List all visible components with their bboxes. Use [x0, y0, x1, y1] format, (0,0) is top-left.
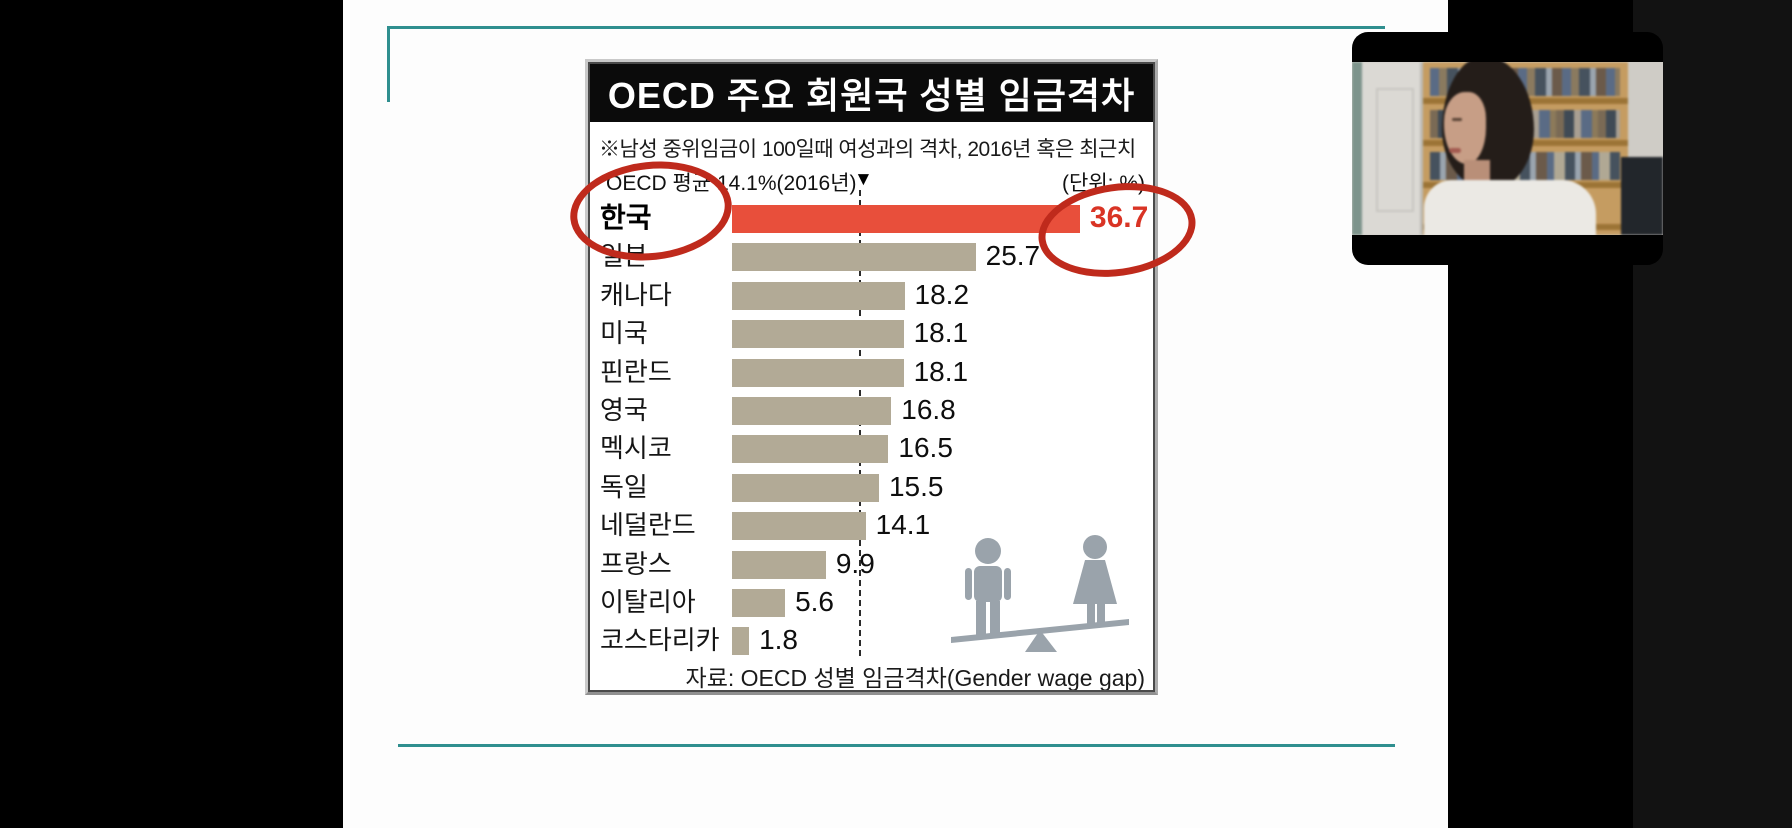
country-label: 영국: [600, 395, 648, 425]
country-label: 네덜란드: [600, 510, 696, 541]
slide-accent-line-top: [387, 26, 1385, 29]
country-label: 이탈리아: [600, 587, 696, 617]
country-label: 핀란드: [600, 356, 672, 387]
bar: [732, 627, 750, 656]
plot-area: 한국 36.7 일본 25.7 캐나다 18.2 미국 18.1 핀란드 18.1 영국 16.8 멕시…: [588, 62, 1155, 692]
value-label: 16.5: [898, 432, 953, 464]
monitor: [1621, 157, 1663, 235]
bar: [732, 473, 879, 502]
country-label: 코스타리카: [600, 625, 720, 656]
average-marker-icon: ▼: [854, 169, 873, 190]
presenter-face: [1444, 92, 1486, 164]
bar: [732, 435, 889, 464]
country-label: 한국: [600, 202, 652, 233]
presenter-eye: [1452, 118, 1462, 121]
value-label: 15.5: [888, 470, 944, 502]
value-label: 5.6: [795, 586, 835, 617]
chart-note: ※남성 중위임금이 100일때 여성과의 격차, 2016년 혹은 최근치: [599, 138, 1136, 161]
country-label: 독일: [600, 471, 648, 502]
value-label: 18.1: [913, 317, 969, 349]
presenter-webcam-video[interactable]: [1352, 32, 1663, 265]
chart-source: 자료: OECD 성별 임금격차(Gender wage gap): [685, 665, 1145, 691]
bar: [732, 397, 892, 425]
value-label: 18.2: [914, 278, 970, 310]
presenter-mouth: [1449, 148, 1461, 153]
bar: [732, 320, 904, 349]
value-label: 18.1: [913, 355, 969, 387]
bar: [732, 589, 786, 617]
door-panel: [1376, 88, 1414, 212]
oecd-average-label: OECD 평균 14.1%(2016년): [606, 172, 857, 195]
value-label: 14.1: [875, 509, 931, 541]
male-icon: [965, 538, 1011, 635]
bar: [732, 205, 1080, 233]
country-label: 멕시코: [600, 433, 672, 464]
country-label: 일본: [600, 241, 648, 272]
country-label: 캐나다: [600, 279, 672, 310]
bar: [732, 358, 904, 387]
wage-gap-chart: OECD 주요 회원국 성별 임금격차 ※남성 중위임금이 100일때 여성과의…: [585, 59, 1158, 695]
gender-balance-icon: [951, 535, 1129, 652]
value-label: 9.9: [835, 547, 875, 579]
value-label: 25.7: [985, 240, 1041, 272]
female-icon: [1073, 535, 1117, 624]
window-strip: [1352, 62, 1362, 235]
slide-accent-line-left: [387, 26, 390, 102]
bar: [732, 243, 976, 272]
value-label: 36.7: [1089, 201, 1149, 234]
bar: [732, 281, 905, 310]
country-label: 프랑스: [600, 548, 672, 579]
presenter-shoulders: [1424, 180, 1596, 235]
bar: [732, 550, 826, 579]
value-label: 1.8: [759, 624, 798, 656]
bar: [732, 512, 866, 541]
door: [1362, 62, 1423, 235]
slide-accent-line-bottom: [398, 744, 1395, 747]
country-label: 미국: [600, 318, 648, 349]
chart-title: OECD 주요 회원국 성별 임금격차: [590, 64, 1153, 122]
unit-label: (단위: %): [1062, 172, 1145, 195]
webcam-scene: [1352, 62, 1663, 235]
webcam-video-frame: [1352, 62, 1663, 235]
seesaw-fulcrum: [1025, 630, 1057, 652]
value-label: 16.8: [901, 394, 956, 425]
